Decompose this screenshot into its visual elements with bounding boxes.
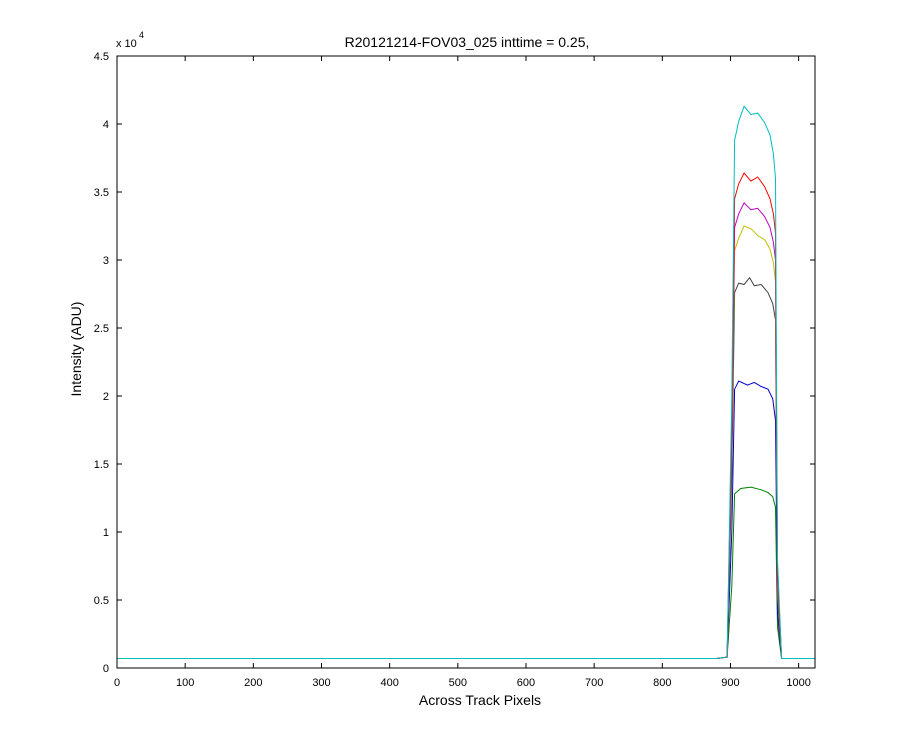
series-layer	[117, 105, 815, 659]
y-tick-label: 4	[103, 119, 109, 131]
tick-layer: 0 100 200 300 400 500 600 700 800 900 1000 0 0.5 1 1.5…	[94, 51, 815, 689]
y-tick-label: 1	[103, 527, 109, 539]
x-tick-label: 600	[517, 677, 535, 689]
x-tick-label: 300	[312, 677, 330, 689]
x-tick-label: 100	[176, 677, 194, 689]
series-line-1	[117, 486, 815, 659]
x-tick-label: 0	[114, 677, 120, 689]
x-tick-label: 900	[721, 677, 739, 689]
y-tick-label: 3	[103, 255, 109, 267]
series-line-5	[117, 202, 815, 659]
y-tick-label: 0	[103, 663, 109, 675]
y-exponent-value: 4	[139, 30, 144, 40]
y-tick-label: 2.5	[94, 323, 109, 335]
y-tick-label: 1.5	[94, 459, 109, 471]
chart-title: R20121214-FOV03_025 inttime = 0.25,	[345, 34, 590, 50]
x-tick-label: 400	[380, 677, 398, 689]
series-line-6	[117, 172, 815, 659]
x-tick-label: 700	[585, 677, 603, 689]
series-line-4	[117, 225, 815, 659]
x-axis-title: Across Track Pixels	[419, 692, 541, 708]
y-tick-label: 4.5	[94, 51, 109, 63]
plot-frame	[116, 55, 816, 669]
x-tick-label: 800	[653, 677, 671, 689]
y-tick-label: 2	[103, 391, 109, 403]
y-exponent-label: x 10	[116, 38, 137, 50]
y-axis-title: Intensity (ADU)	[68, 302, 84, 397]
series-line-7	[117, 105, 815, 659]
series-line-3	[117, 276, 815, 659]
x-tick-label: 1000	[786, 677, 810, 689]
y-tick-label: 3.5	[94, 187, 109, 199]
x-tick-label: 500	[449, 677, 467, 689]
y-tick-label: 0.5	[94, 595, 109, 607]
x-tick-label: 200	[244, 677, 262, 689]
series-line-2	[117, 380, 815, 659]
